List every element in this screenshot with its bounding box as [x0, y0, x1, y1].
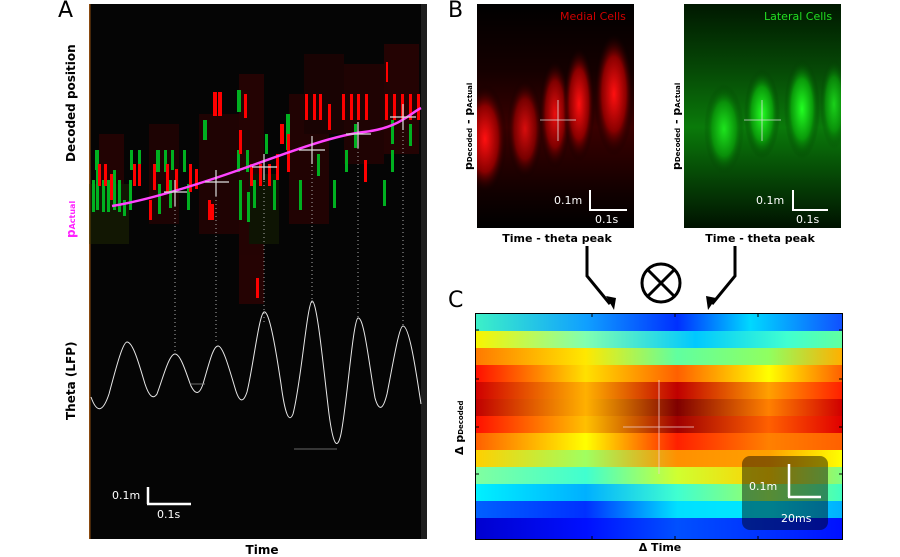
medial-title: Medial Cells	[560, 10, 626, 23]
lateral-heatmap-svg	[684, 4, 841, 228]
arrows-and-operator	[570, 246, 750, 312]
panel-a-plot: 0.1m 0.1s	[89, 4, 427, 539]
panel-b-lateral-ylabel: pDecoded - pActual	[670, 83, 683, 170]
panel-c-heatmap: 0.1m 20ms	[475, 313, 843, 540]
panel-b-medial-ylabel: pDecoded - pActual	[462, 83, 475, 170]
panel-b-medial-xlabel: Time - theta peak	[502, 232, 612, 245]
panel-b-lateral-heatmap: Lateral Cells 0.1m 0.1s	[684, 4, 841, 228]
ylabel-delta-p: Δ p	[453, 434, 466, 455]
p-actual-main: p	[64, 229, 78, 238]
panel-c-xlabel: Δ Time	[638, 541, 682, 554]
panel-c-scalebar-horizontal-label: 20ms	[781, 512, 812, 525]
cross-correlation-diagram	[585, 246, 737, 310]
ylabel-minus-p: - p	[462, 107, 475, 128]
panel-a-scalebar	[146, 487, 191, 506]
cross-product-icon	[640, 262, 682, 304]
medial-scalebar-vertical-label: 0.1m	[554, 194, 583, 207]
theta-lfp-trace	[90, 300, 422, 444]
medial-scalebar-horizontal-label: 0.1s	[595, 213, 619, 226]
panel-b-lateral-xlabel: Time - theta peak	[705, 232, 815, 245]
p-actual-sub: Actual	[68, 200, 77, 230]
panel-c-scalebar-vertical-label: 0.1m	[749, 480, 778, 493]
panel-a-ylabel-p-actual: pActual	[64, 201, 78, 238]
medial-heatmap-svg	[477, 4, 634, 228]
theta-peak-crosses	[164, 104, 416, 206]
ylabel-p: p	[462, 162, 475, 170]
panel-a-xlabel: Time	[245, 543, 279, 557]
ylabel-p: p	[670, 162, 683, 170]
ylabel-sub-decoded: Decoded	[674, 127, 682, 163]
panel-a-letter: A	[58, 0, 74, 23]
panel-c-letter: C	[448, 288, 464, 313]
ylabel-sub-decoded: Decoded	[457, 400, 465, 435]
medial-cell-bars	[98, 62, 420, 298]
panel-a-scalebar-vertical-label: 0.1m	[112, 489, 141, 502]
panel-b-medial-heatmap: Medial Cells 0.1m 0.1s	[477, 4, 634, 228]
ylabel-sub-actual: Actual	[674, 82, 682, 108]
lateral-scalebar-vertical-label: 0.1m	[756, 194, 785, 207]
lateral-cell-bars	[92, 90, 412, 222]
panel-b-letter: B	[448, 0, 464, 23]
panel-c-ylabel: Δ pDecoded	[453, 400, 466, 455]
panel-a-ylabel-decoded-position: Decoded position	[64, 44, 78, 162]
jet-crosscorr-svg	[476, 314, 842, 539]
panel-a-scalebar-horizontal-label: 0.1s	[157, 508, 181, 521]
panel-a-heatmap	[89, 4, 427, 539]
ylabel-sub-actual: Actual	[466, 82, 474, 108]
peak-crosshair	[623, 380, 694, 474]
panel-c-scalebar-box	[742, 456, 828, 530]
theta-peak-guides	[174, 120, 404, 354]
ylabel-sub-decoded: Decoded	[466, 127, 474, 163]
lateral-scalebar-horizontal-label: 0.1s	[796, 213, 820, 226]
lateral-title: Lateral Cells	[764, 10, 833, 23]
panel-a-ylabel-theta: Theta (LFP)	[64, 341, 78, 421]
ylabel-minus-p: - p	[670, 107, 683, 128]
